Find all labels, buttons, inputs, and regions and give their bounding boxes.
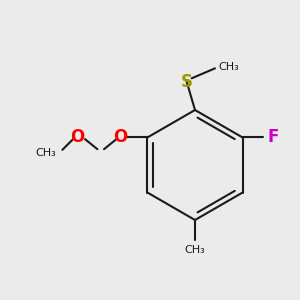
Text: CH₃: CH₃ bbox=[184, 245, 206, 255]
Text: O: O bbox=[70, 128, 85, 146]
Text: CH₃: CH₃ bbox=[35, 148, 56, 158]
Text: F: F bbox=[268, 128, 279, 146]
Text: CH₃: CH₃ bbox=[218, 62, 239, 72]
Text: O: O bbox=[114, 128, 128, 146]
Text: S: S bbox=[181, 73, 193, 91]
